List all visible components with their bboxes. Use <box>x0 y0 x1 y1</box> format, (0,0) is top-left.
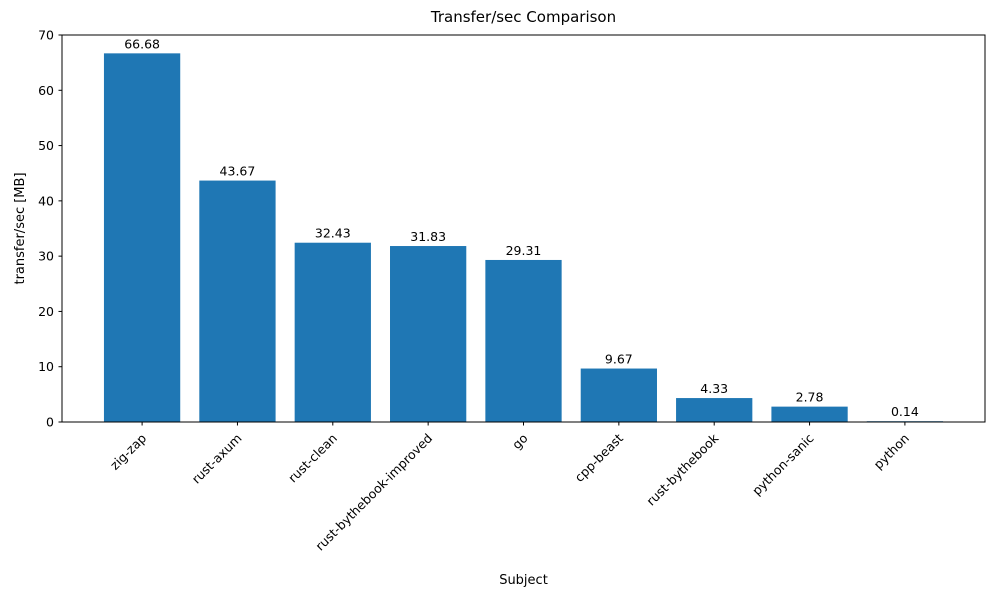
bar <box>771 406 848 422</box>
bar <box>294 242 371 422</box>
y-tick-label: 50 <box>38 138 54 153</box>
x-tick-label: rust-bythebook <box>643 430 722 509</box>
x-tick-label: rust-axum <box>189 431 245 487</box>
x-axis-label: Subject <box>499 573 548 588</box>
bar-value-labels-group: 66.68 43.67 32.43 31.83 29.31 9.67 4.33 2.78 0.1… <box>124 36 919 419</box>
bar-value-label: 32.43 <box>315 226 351 241</box>
bar <box>199 180 276 422</box>
bar-value-label: 2.78 <box>796 390 824 405</box>
plot-border <box>61 34 986 423</box>
x-tick-label: python-sanic <box>749 430 817 498</box>
y-tick-label: 40 <box>38 193 54 208</box>
bar-value-label: 0.14 <box>891 404 919 419</box>
bar <box>103 53 181 422</box>
x-tick-label: python <box>870 431 912 473</box>
y-tick-label: 70 <box>38 28 54 43</box>
bar <box>580 368 657 422</box>
x-tick-label: rust-clean <box>285 431 340 486</box>
y-tick-label: 10 <box>38 359 54 374</box>
bar <box>390 246 467 422</box>
bars-group <box>103 53 944 423</box>
y-axis-ticks-group: 0 10 20 30 40 50 60 70 <box>38 28 62 430</box>
y-tick-label: 0 <box>46 415 54 430</box>
x-tick-label: zig-zap <box>107 430 149 472</box>
y-axis-label: transfer/sec [MB] <box>13 172 28 284</box>
x-tick-label: cpp-beast <box>572 430 626 484</box>
chart-title: Transfer/sec Comparison <box>430 8 616 26</box>
bar <box>676 398 753 422</box>
bar-value-label: 29.31 <box>506 243 542 258</box>
bar-value-label: 4.33 <box>700 381 728 396</box>
bar-value-label: 9.67 <box>605 352 633 367</box>
bar-value-label: 66.68 <box>124 36 160 51</box>
bar <box>485 259 562 422</box>
bar-value-label: 31.83 <box>410 229 446 244</box>
y-tick-label: 60 <box>38 83 54 98</box>
bar-value-label: 43.67 <box>220 164 256 179</box>
x-axis-ticks-group: zig-zap rust-axum rust-clean rust-bythebook… <box>107 422 912 554</box>
y-tick-label: 30 <box>38 249 54 264</box>
y-tick-label: 20 <box>38 304 54 319</box>
x-tick-label: go <box>509 431 531 453</box>
